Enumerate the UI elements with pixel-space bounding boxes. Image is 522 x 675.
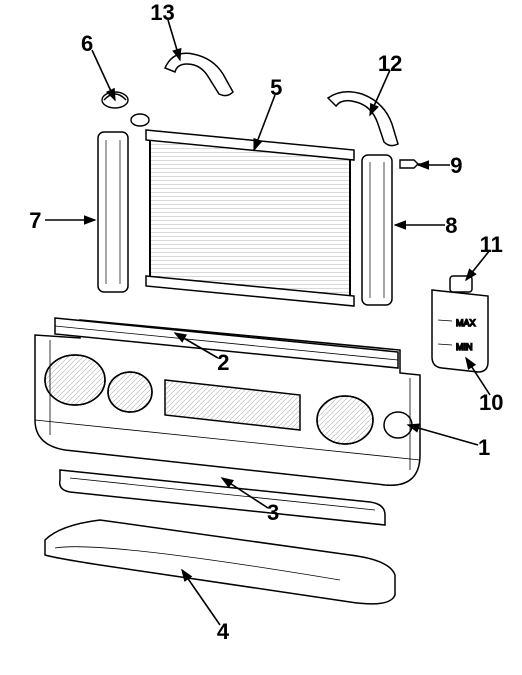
- part-radiator-cap: [102, 92, 149, 126]
- reservoir-max-label: MAX: [456, 318, 476, 328]
- reservoir-min-label: MIN: [456, 342, 473, 352]
- callout-label-2: 2: [217, 350, 229, 376]
- callout-label-7: 7: [29, 208, 41, 234]
- callout-label-12: 12: [378, 51, 402, 77]
- part-lower-hose: [328, 92, 398, 146]
- part-upper-hose: [165, 53, 233, 95]
- callout-label-8: 8: [445, 213, 457, 239]
- callout-label-1: 1: [478, 435, 490, 461]
- part-lower-valance: [45, 520, 395, 604]
- part-side-tank-right: [362, 155, 392, 305]
- callout-label-3: 3: [267, 500, 279, 526]
- part-drain-petcock: [400, 160, 426, 168]
- callout-label-11: 11: [480, 232, 503, 258]
- callout-label-6: 6: [81, 31, 93, 57]
- callout-label-13: 13: [150, 0, 174, 26]
- part-side-tank-left: [98, 132, 128, 292]
- part-radiator-core: [146, 130, 354, 306]
- part-coolant-reservoir: MAX MIN: [432, 276, 488, 372]
- parts-diagram: MAX MIN: [0, 0, 522, 675]
- callout-arrow-6: [92, 50, 115, 100]
- callout-label-9: 9: [450, 153, 462, 179]
- callout-label-10: 10: [479, 390, 503, 416]
- part-reservoir-cap: [450, 276, 472, 292]
- callout-label-4: 4: [217, 619, 229, 645]
- callout-label-5: 5: [270, 75, 282, 101]
